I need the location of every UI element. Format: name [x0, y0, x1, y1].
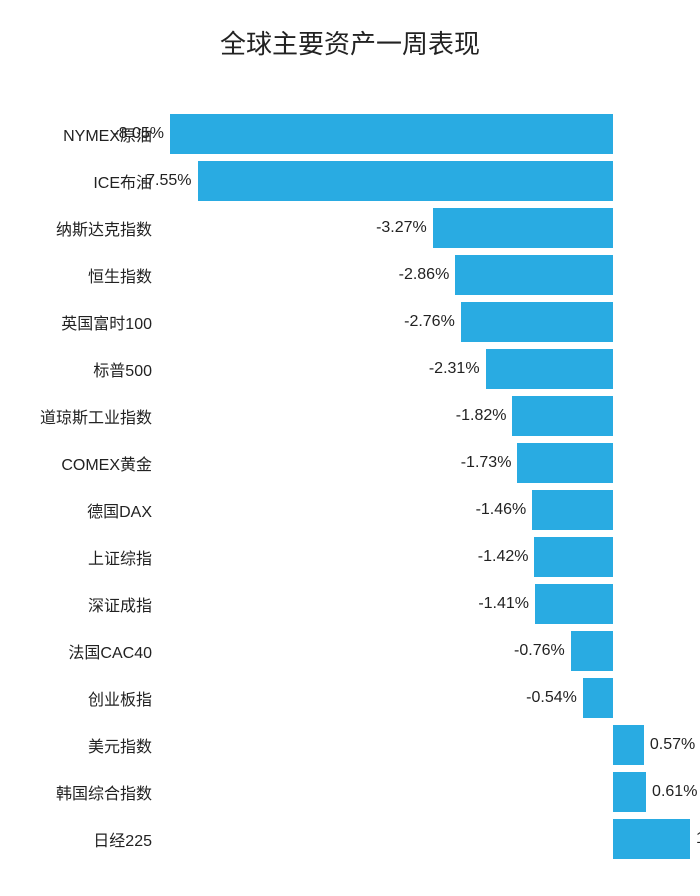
chart-row: 美元指数0.57%	[170, 725, 690, 765]
bar	[535, 584, 613, 624]
value-label: 0.57%	[650, 736, 695, 754]
chart-row: 纳斯达克指数-3.27%	[170, 208, 690, 248]
value-label: -1.42%	[478, 548, 529, 566]
category-label: 美元指数	[88, 733, 170, 757]
chart-row: 标普500-2.31%	[170, 349, 690, 389]
chart-row: 恒生指数-2.86%	[170, 255, 690, 295]
bar	[198, 161, 613, 201]
chart-row: 深证成指-1.41%	[170, 584, 690, 624]
value-label: -2.76%	[404, 313, 455, 331]
category-label: 上证综指	[88, 545, 170, 569]
value-label: -1.82%	[456, 407, 507, 425]
chart-row: 日经2251.41%	[170, 819, 690, 859]
category-label: COMEX黄金	[61, 451, 170, 475]
chart-row: 英国富时100-2.76%	[170, 302, 690, 342]
category-label: 韩国综合指数	[56, 780, 170, 804]
value-label: -2.86%	[399, 266, 450, 284]
bar	[461, 302, 613, 342]
bar	[613, 819, 691, 859]
chart-row: NYMEX原油-8.05%	[170, 114, 690, 154]
value-label: -8.05%	[113, 125, 164, 143]
value-label: -1.41%	[478, 595, 529, 613]
bar	[170, 114, 613, 154]
bar	[532, 490, 612, 530]
bar	[455, 255, 612, 295]
bar	[583, 678, 613, 718]
category-label: 创业板指	[88, 686, 170, 710]
category-label: 深证成指	[88, 592, 170, 616]
chart-row: 道琼斯工业指数-1.82%	[170, 396, 690, 436]
bar	[613, 772, 647, 812]
chart-row: 创业板指-0.54%	[170, 678, 690, 718]
category-label: 法国CAC40	[68, 639, 170, 663]
chart-row: 上证综指-1.42%	[170, 537, 690, 577]
category-label: 德国DAX	[87, 498, 170, 522]
bar	[534, 537, 612, 577]
chart-row: COMEX黄金-1.73%	[170, 443, 690, 483]
value-label: -2.31%	[429, 360, 480, 378]
chart-row: ICE布油-7.55%	[170, 161, 690, 201]
value-label: -0.54%	[526, 689, 577, 707]
bar	[517, 443, 612, 483]
chart-plot-area: NYMEX原油-8.05% ICE布油-7.55% 纳斯达克指数-3.27% 恒生指数…	[170, 110, 690, 870]
category-label: 日经225	[93, 827, 170, 851]
bar	[512, 396, 612, 436]
value-label: -3.27%	[376, 219, 427, 237]
value-label: -1.73%	[461, 454, 512, 472]
category-label: 恒生指数	[88, 263, 170, 287]
category-label: 英国富时100	[61, 310, 170, 334]
chart-title: 全球主要资产一周表现	[0, 24, 700, 61]
bar	[613, 725, 644, 765]
category-label: 纳斯达克指数	[56, 216, 170, 240]
chart-row: 德国DAX-1.46%	[170, 490, 690, 530]
bar	[486, 349, 613, 389]
bar	[433, 208, 613, 248]
value-label: 0.61%	[652, 783, 697, 801]
chart-row: 韩国综合指数0.61%	[170, 772, 690, 812]
category-label: 标普500	[93, 357, 170, 381]
value-label: -1.46%	[476, 501, 527, 519]
category-label: 道琼斯工业指数	[40, 404, 170, 428]
value-label: -0.76%	[514, 642, 565, 660]
chart-row: 法国CAC40-0.76%	[170, 631, 690, 671]
asset-performance-chart: 全球主要资产一周表现 NYMEX原油-8.05%ICE布油-7.55%纳斯达克指…	[0, 0, 700, 896]
value-label: -7.55%	[141, 172, 192, 190]
bar	[571, 631, 613, 671]
value-label: 1.41%	[696, 830, 700, 848]
